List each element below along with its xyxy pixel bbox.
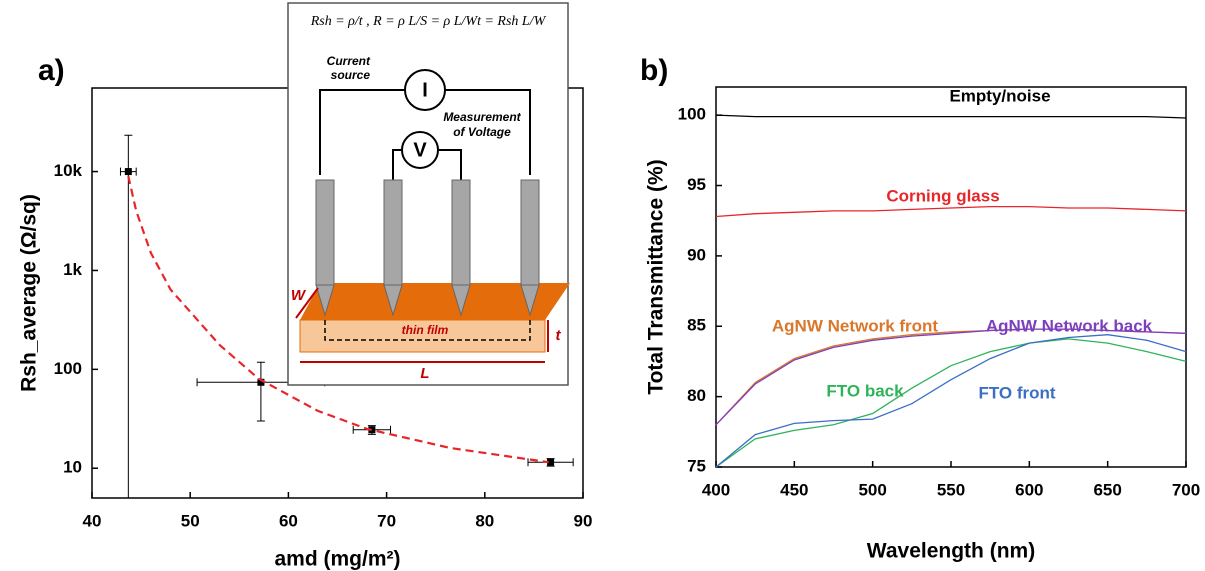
x-tick-label: 500: [858, 480, 886, 499]
source-label: source: [331, 68, 371, 82]
panel-label: b): [640, 54, 668, 87]
x-tick-label: 650: [1093, 480, 1121, 499]
series-label: Corning glass: [886, 186, 999, 205]
series-label: AgNW Network back: [986, 316, 1153, 335]
meter-label: Measurement: [443, 110, 521, 124]
source-symbol: I: [422, 79, 428, 101]
width-label: W: [291, 287, 307, 304]
series-line: [715, 328, 1187, 426]
x-tick-label: 600: [1015, 480, 1043, 499]
series-line: [715, 205, 1187, 218]
y-axis-label: Rsh_average (Ω/sq): [18, 194, 41, 392]
y-error-bar: [124, 134, 133, 498]
width-arrow: [295, 287, 319, 319]
x-axis-label: Wavelength (nm): [867, 540, 1035, 563]
thickness-label: t: [556, 327, 562, 344]
film-side: [299, 319, 546, 353]
probe-tip: [315, 284, 335, 317]
probe-tip: [451, 284, 471, 317]
y-axis-label: Total Transmittance (%): [645, 159, 668, 394]
probe-tip: [520, 284, 540, 317]
point: [547, 458, 555, 466]
y-tick-label: 100: [678, 105, 706, 124]
y-tick-label: 10k: [54, 161, 83, 180]
wire: [392, 149, 402, 180]
meter-circle: [401, 131, 439, 169]
formula: Rsh = ρ/t , R = ρ L/S = ρ L/Wt = Rsh L/W: [310, 14, 547, 29]
series-line: [715, 334, 1187, 468]
probe-tip: [383, 284, 403, 317]
y-tick-label: 90: [687, 245, 706, 264]
wire: [445, 89, 531, 175]
probe: [520, 179, 540, 286]
wire: [319, 89, 405, 175]
x-tick-label: 80: [475, 511, 494, 530]
series-line: [715, 114, 1187, 119]
x-axis-label: amd (mg/m²): [275, 548, 401, 571]
y-tick-label: 1k: [63, 260, 82, 279]
series-label: AgNW Network front: [772, 316, 939, 335]
y-error-bar: [256, 361, 265, 422]
y-tick-label: 10: [63, 458, 82, 477]
film-label: thin film: [402, 323, 449, 337]
meter-label: of Voltage: [453, 125, 511, 139]
panel-label: a): [38, 54, 65, 87]
y-tick-label: 80: [687, 386, 706, 405]
current-path: [324, 320, 531, 341]
y-tick-label: 85: [687, 316, 706, 335]
x-tick-label: 40: [83, 511, 102, 530]
series-line: [715, 338, 1187, 468]
series-label: FTO back: [826, 381, 904, 400]
series-label: Empty/noise: [949, 86, 1050, 105]
x-tick-label: 550: [937, 480, 965, 499]
meter-symbol: V: [413, 139, 427, 161]
series-label: FTO front: [978, 383, 1055, 402]
y-tick-label: 95: [687, 175, 706, 194]
x-tick-label: 60: [279, 511, 298, 530]
inset-diagram: Rsh = ρ/t , R = ρ L/S = ρ L/Wt = Rsh L/W…: [287, 2, 570, 386]
series-line: [715, 328, 1187, 426]
film-top: [300, 283, 570, 320]
length-label: L: [420, 365, 429, 382]
point: [124, 168, 132, 176]
x-tick-label: 700: [1172, 480, 1200, 499]
point: [368, 426, 376, 434]
source-label: Current: [327, 54, 371, 68]
fit-line: [127, 175, 549, 464]
wires: [319, 89, 531, 180]
x-tick-label: 50: [181, 511, 200, 530]
x-tick-label: 450: [780, 480, 808, 499]
probe: [315, 179, 335, 286]
probe: [383, 179, 403, 286]
y-tick-label: 100: [54, 359, 82, 378]
source-circle: [404, 69, 446, 111]
x-tick-label: 90: [574, 511, 593, 530]
probe: [451, 179, 471, 286]
point: [257, 378, 265, 386]
x-tick-label: 400: [702, 480, 730, 499]
probes: [315, 179, 540, 317]
y-tick-label: 75: [687, 456, 706, 475]
plot-frame: [715, 86, 1187, 468]
x-tick-label: 70: [377, 511, 396, 530]
wire: [438, 149, 462, 180]
